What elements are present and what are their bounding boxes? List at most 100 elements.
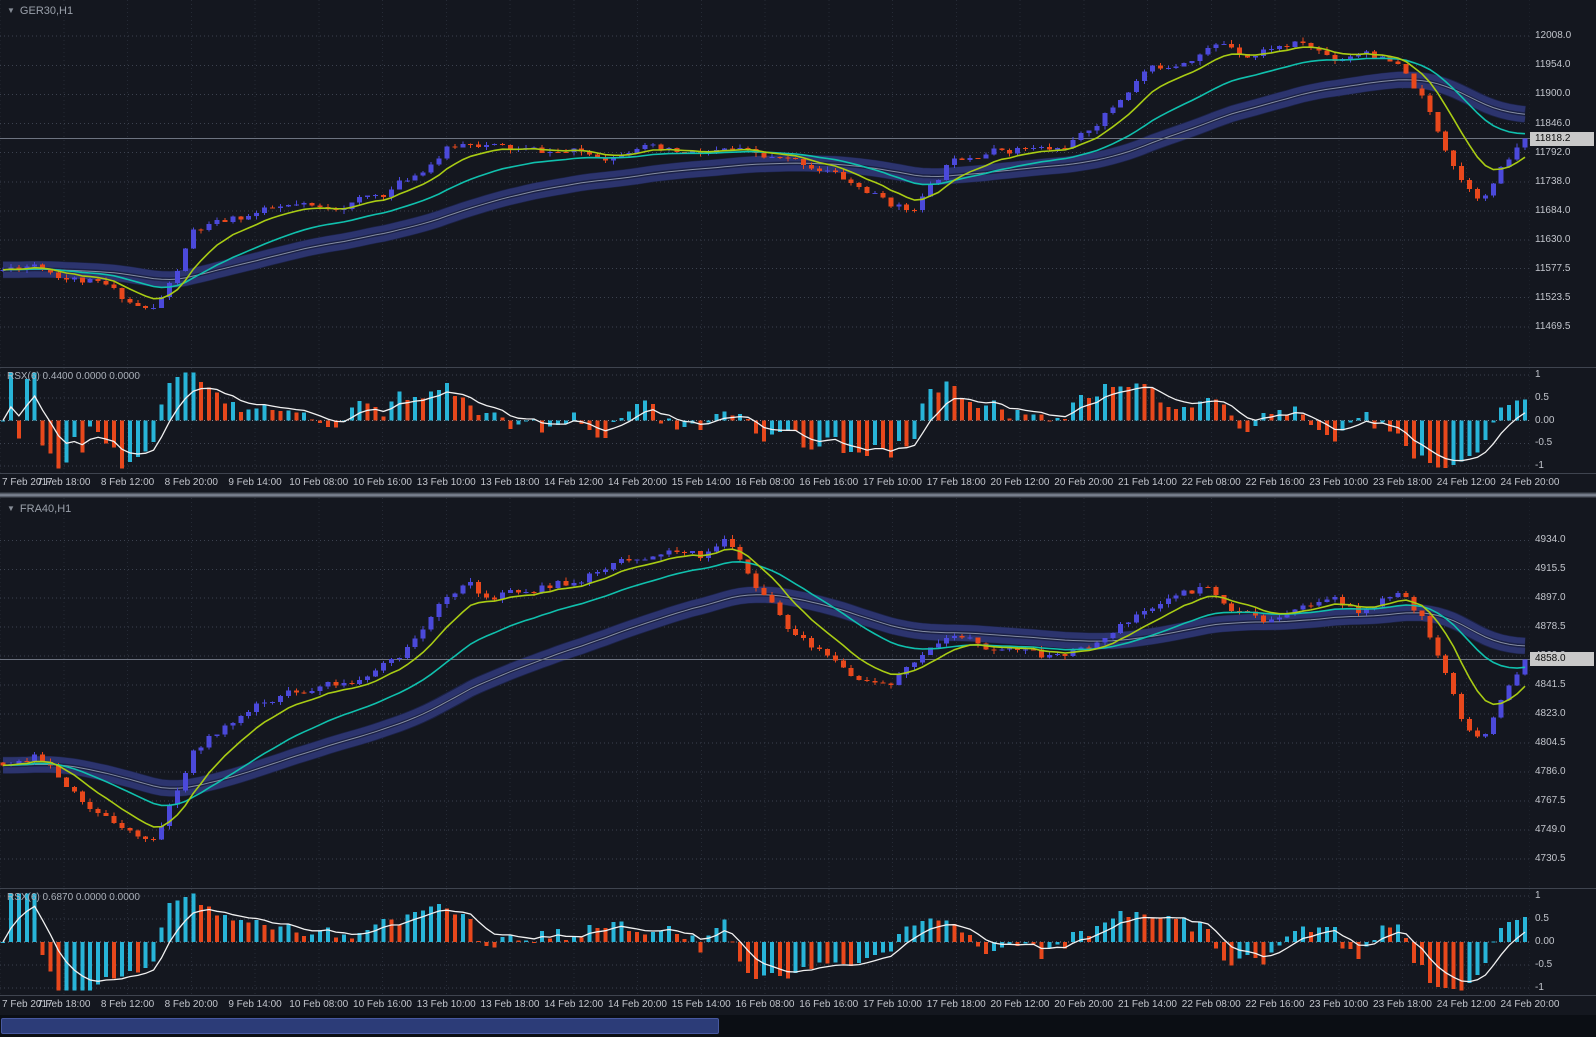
candlestick-chart-canvas[interactable] (0, 0, 1530, 367)
price-axis[interactable]: 4858.0 4934.04915.54897.04878.54860.0484… (1530, 498, 1596, 888)
pane-divider[interactable] (0, 367, 1596, 368)
envelope-band-upper (2, 71, 1526, 278)
indicator-tick-label: -0.5 (1535, 437, 1553, 449)
time-axis-label: 9 Feb 14:00 (228, 999, 282, 1010)
time-axis-label: 22 Feb 16:00 (1245, 999, 1305, 1010)
price-tick-label: 4915.5 (1535, 563, 1566, 575)
price-axis[interactable]: 11818.2 12008.0 11954.0 11900.0 11846.0 1179… (1530, 0, 1596, 367)
indicator-tick-label: 0.00 (1535, 414, 1555, 426)
time-axis-label: 10 Feb 08:00 (289, 999, 349, 1010)
time-axis-label: 20 Feb 12:00 (990, 999, 1050, 1010)
candles-series (0, 37, 1528, 310)
chart-window-ger30: ▼ GER30,H1 11818.2 12008.0 11954.0 11900.0… (0, 0, 1596, 492)
price-tick-label: 4897.0 (1535, 592, 1566, 604)
time-axis-label: 14 Feb 12:00 (544, 999, 604, 1010)
time-axis-label: 24 Feb 20:00 (1500, 999, 1560, 1010)
time-axis-label: 17 Feb 18:00 (926, 999, 986, 1010)
price-tick-label: 11577.5 (1535, 262, 1571, 274)
time-axis-label: 23 Feb 18:00 (1373, 999, 1432, 1010)
chart-title: ▼ FRA40,H1 (7, 503, 71, 515)
time-axis-label: 10 Feb 16:00 (353, 477, 412, 488)
indicator-label: RSX(6) 0.6870 0.0000 0.0000 (7, 892, 140, 903)
time-axis-label: 17 Feb 10:00 (863, 477, 922, 488)
price-tick-label: 11469.5 (1535, 320, 1571, 332)
price-tick-label: 11523.5 (1535, 291, 1571, 303)
pane-divider[interactable] (0, 995, 1596, 996)
ma-fast-line (2, 548, 1526, 828)
price-tick-label: 11846.0 (1535, 117, 1571, 129)
time-axis-label: 7 Feb 18:00 (37, 999, 91, 1010)
time-axis-label: 20 Feb 20:00 (1054, 999, 1114, 1010)
price-tick-label: 11630.0 (1535, 234, 1571, 246)
indicator-axis: 1 0.5 0.00 -0.5 -1 (1530, 889, 1596, 995)
pane-divider[interactable] (0, 473, 1596, 474)
candlestick-chart-canvas[interactable] (0, 498, 1530, 888)
current-price-tag: 4858.0 (1530, 652, 1594, 667)
price-tick-label: 4841.5 (1535, 679, 1566, 691)
chart-window-fra40: ▼ FRA40,H1 4858.0 4934.0 4915.5 4897.0 4878… (0, 498, 1596, 1015)
time-axis-label: 9 Feb 14:00 (228, 477, 282, 488)
time-axis-label: 20 Feb 12:00 (990, 477, 1050, 488)
rsx-histogram (1, 893, 1527, 991)
time-axis-label: 13 Feb 10:00 (416, 477, 476, 488)
time-axis[interactable]: 7 Feb 2017 7 Feb 18:00 8 Feb 12:00 8 Feb 20… (0, 996, 1596, 1015)
rsx-histogram (1, 372, 1527, 469)
time-axis-label: 13 Feb 10:00 (416, 999, 476, 1010)
price-tick-label: 4878.5 (1535, 621, 1566, 633)
indicator-axis: 1 0.5 0.00 -0.5 -1 (1530, 368, 1596, 473)
price-tick-label: 4823.0 (1535, 708, 1566, 720)
time-axis-label: 14 Feb 20:00 (608, 999, 667, 1010)
window-splitter[interactable] (0, 492, 1596, 498)
indicator-tick-label: -1 (1535, 460, 1544, 471)
indicator-tick-label: -0.5 (1535, 959, 1553, 970)
rsx-line (2, 905, 1526, 983)
candles-series (0, 535, 1528, 842)
ma-slow-line (2, 560, 1526, 807)
time-axis-label: 22 Feb 16:00 (1245, 477, 1305, 488)
time-axis-label: 23 Feb 18:00 (1373, 477, 1432, 488)
time-axis-label: 15 Feb 14:00 (671, 999, 731, 1010)
time-axis-label: 13 Feb 18:00 (480, 477, 540, 488)
envelope-band-lower (2, 596, 1526, 797)
time-axis-label: 8 Feb 12:00 (100, 477, 155, 488)
rsx-line (2, 386, 1526, 462)
price-tick-label: 11900.0 (1535, 88, 1571, 100)
collapse-chart-icon[interactable]: ▼ (7, 6, 15, 15)
indicator-label: RSX(6) 0.4400 0.0000 0.0000 (7, 371, 140, 382)
time-axis-label: 14 Feb 20:00 (608, 477, 667, 488)
time-axis-label: 8 Feb 20:00 (164, 999, 218, 1010)
price-tick-label: 4730.5 (1535, 853, 1566, 865)
rsx-indicator-canvas[interactable] (0, 368, 1530, 473)
collapse-chart-icon[interactable]: ▼ (7, 504, 15, 513)
time-axis-label: 20 Feb 20:00 (1054, 477, 1114, 488)
time-axis-label: 15 Feb 14:00 (671, 477, 731, 488)
indicator-tick-label: 0.5 (1535, 391, 1549, 403)
time-axis-label: 17 Feb 10:00 (863, 999, 922, 1010)
scrollbar-thumb[interactable] (1, 1018, 719, 1034)
chart-symbol-label: FRA40,H1 (19, 503, 72, 515)
time-axis-label: 16 Feb 16:00 (799, 477, 859, 488)
grid (0, 498, 1530, 888)
envelope-band-mid-line (2, 79, 1526, 281)
time-axis-label: 24 Feb 12:00 (1436, 477, 1496, 488)
indicator-tick-label: 0.5 (1535, 913, 1549, 924)
time-axis-label: 21 Feb 14:00 (1118, 477, 1177, 488)
price-tick-label: 4749.0 (1535, 824, 1566, 836)
chart-title: ▼ GER30,H1 (7, 5, 73, 17)
time-axis-label: 10 Feb 08:00 (289, 477, 349, 488)
time-axis-label: 16 Feb 08:00 (735, 477, 795, 488)
time-axis-label: 16 Feb 16:00 (799, 999, 859, 1010)
price-tick-label: 12008.0 (1535, 30, 1572, 42)
price-tick-label: 11738.0 (1535, 175, 1571, 187)
rsx-indicator-canvas[interactable] (0, 889, 1530, 995)
indicator-tick-label: 1 (1535, 369, 1541, 380)
price-tick-label: 11684.0 (1535, 205, 1571, 217)
time-axis-label: 24 Feb 12:00 (1436, 999, 1496, 1010)
horizontal-scrollbar[interactable] (0, 1015, 1596, 1037)
time-axis-label: 13 Feb 18:00 (480, 999, 540, 1010)
pane-divider[interactable] (0, 888, 1596, 889)
time-axis[interactable]: 7 Feb 2017 7 Feb 18:00 8 Feb 12:00 8 Feb 20… (0, 474, 1596, 492)
time-axis-label: 17 Feb 18:00 (926, 477, 986, 488)
time-axis-label: 7 Feb 2017 (2, 999, 53, 1010)
